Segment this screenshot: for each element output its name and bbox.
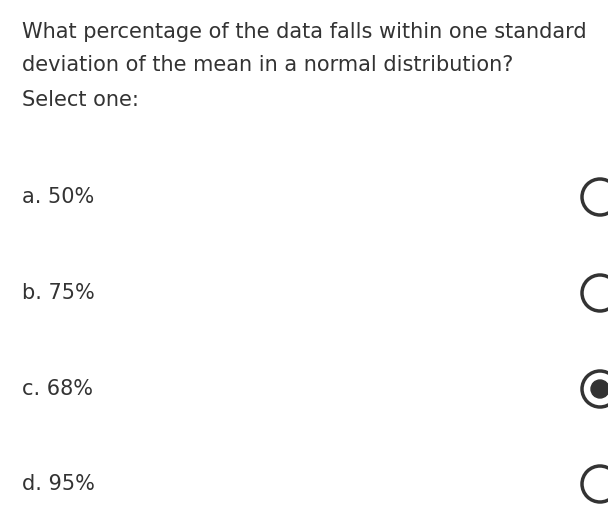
Text: c. 68%: c. 68% — [22, 379, 93, 399]
Text: Select one:: Select one: — [22, 90, 139, 110]
Circle shape — [591, 380, 608, 398]
Text: deviation of the mean in a normal distribution?: deviation of the mean in a normal distri… — [22, 55, 513, 75]
Text: What percentage of the data falls within one standard: What percentage of the data falls within… — [22, 22, 587, 42]
Text: b. 75%: b. 75% — [22, 283, 95, 303]
Text: a. 50%: a. 50% — [22, 187, 94, 207]
Text: d. 95%: d. 95% — [22, 474, 95, 494]
